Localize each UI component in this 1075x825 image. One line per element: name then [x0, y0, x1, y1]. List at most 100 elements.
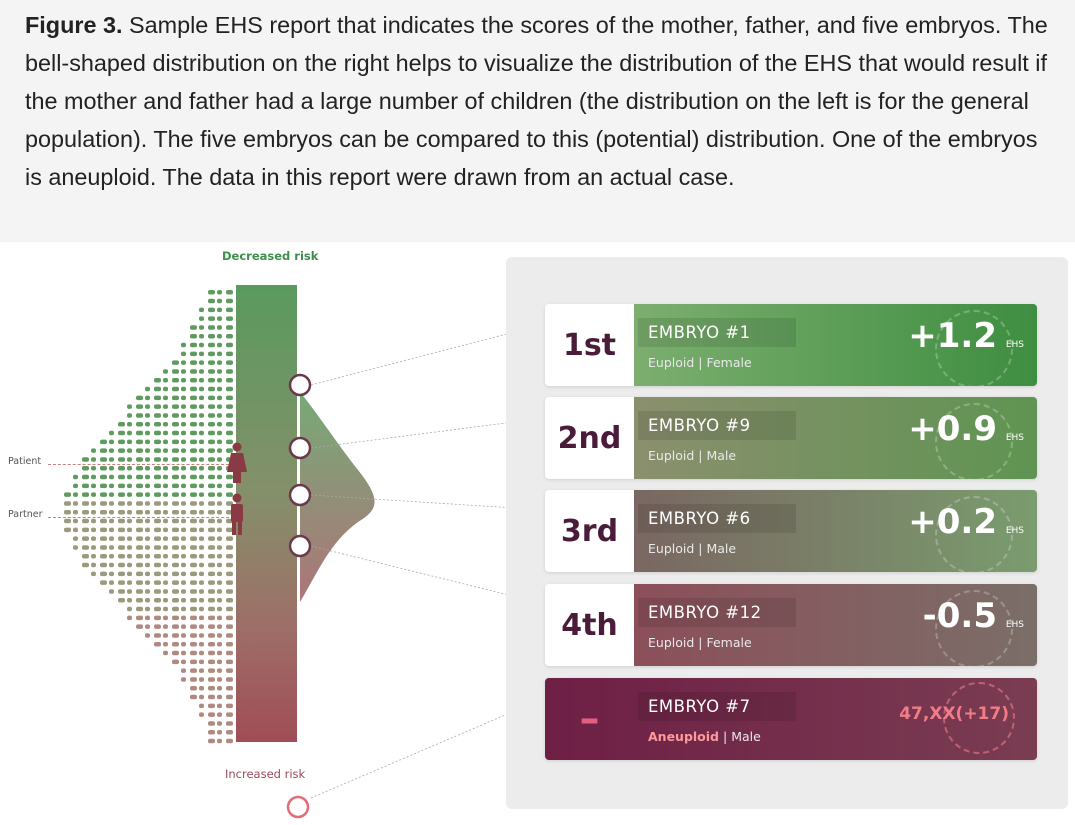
population-person-mark — [172, 598, 179, 603]
partner-icon — [231, 493, 243, 535]
population-person-mark — [208, 422, 215, 427]
population-person-mark — [172, 501, 179, 506]
population-person-mark — [190, 483, 197, 489]
population-person-mark — [127, 422, 132, 427]
embryo-sex: Female — [706, 355, 752, 370]
population-person-mark — [208, 316, 215, 321]
population-person-mark — [145, 545, 150, 550]
population-person-mark — [91, 457, 96, 462]
population-person-mark — [145, 386, 150, 392]
rank-badge: 1st — [545, 304, 634, 386]
population-person-mark — [172, 404, 179, 409]
population-person-mark — [217, 492, 222, 497]
population-person-mark — [109, 492, 114, 497]
population-person-mark — [190, 562, 197, 568]
population-person-mark — [190, 325, 197, 330]
population-person-mark — [217, 633, 222, 638]
population-person-mark — [217, 738, 222, 744]
population-person-mark — [208, 351, 215, 357]
population-person-mark — [109, 439, 114, 445]
embryo-markers — [286, 373, 312, 819]
population-person-mark — [136, 483, 143, 489]
population-person-mark — [217, 580, 222, 585]
population-person-mark — [181, 677, 186, 682]
population-person-mark — [109, 527, 114, 533]
population-person-mark — [163, 386, 168, 392]
population-person-mark — [226, 712, 233, 717]
population-person-mark — [172, 422, 179, 427]
population-person-mark — [136, 501, 143, 506]
population-person-mark — [208, 738, 215, 744]
population-person-mark — [226, 580, 233, 585]
population-person-mark — [163, 633, 168, 638]
population-person-mark — [217, 334, 222, 339]
population-person-mark — [154, 545, 161, 550]
population-person-mark — [136, 624, 143, 629]
population-person-mark — [145, 439, 150, 445]
population-person-mark — [226, 298, 233, 304]
population-person-mark — [208, 694, 215, 700]
population-person-mark — [208, 342, 215, 348]
population-person-mark — [118, 430, 125, 436]
population-person-mark — [217, 659, 222, 665]
population-person-mark — [181, 536, 186, 541]
population-person-mark — [163, 580, 168, 585]
population-person-mark — [163, 624, 168, 629]
population-distribution — [64, 290, 233, 744]
separator: | — [698, 635, 703, 650]
population-person-mark — [199, 712, 204, 717]
population-person-mark — [208, 562, 215, 568]
population-person-mark — [226, 589, 233, 594]
population-person-mark — [172, 606, 179, 612]
population-person-mark — [208, 730, 215, 735]
population-person-mark — [163, 642, 168, 647]
population-person-mark — [145, 413, 150, 418]
population-person-mark — [136, 413, 143, 418]
population-person-mark — [145, 466, 150, 471]
population-person-mark — [208, 598, 215, 603]
population-person-mark — [199, 694, 204, 700]
population-person-mark — [190, 518, 197, 524]
ehs-unit: EHS — [1005, 433, 1024, 443]
population-person-mark — [154, 589, 161, 594]
population-person-mark — [217, 298, 222, 304]
population-person-mark — [226, 474, 233, 480]
population-person-mark — [64, 492, 71, 497]
population-person-mark — [199, 448, 204, 453]
population-person-mark — [136, 606, 143, 612]
population-person-mark — [226, 571, 233, 577]
caption-label: Figure 3. — [25, 12, 123, 38]
population-person-mark — [208, 378, 215, 383]
population-person-mark — [172, 466, 179, 471]
population-person-mark — [82, 501, 89, 506]
population-person-mark — [136, 448, 143, 453]
population-person-mark — [226, 730, 233, 735]
population-person-mark — [100, 466, 107, 471]
population-person-mark — [190, 448, 197, 453]
population-person-mark — [145, 606, 150, 612]
population-person-mark — [217, 369, 222, 374]
population-person-mark — [208, 298, 215, 304]
population-person-mark — [190, 571, 197, 577]
population-person-mark — [190, 615, 197, 621]
population-person-mark — [199, 659, 204, 665]
population-person-mark — [217, 668, 222, 673]
population-person-mark — [64, 501, 71, 506]
population-person-mark — [127, 554, 132, 559]
population-person-mark — [64, 518, 71, 524]
population-person-mark — [91, 466, 96, 471]
risk-gradient-bar — [236, 285, 297, 742]
population-person-mark — [136, 562, 143, 568]
population-person-mark — [199, 492, 204, 497]
population-person-mark — [190, 386, 197, 392]
population-person-mark — [208, 677, 215, 682]
population-person-mark — [226, 386, 233, 392]
rank-badge: 4th — [545, 584, 634, 666]
population-person-mark — [127, 518, 132, 524]
population-person-mark — [217, 378, 222, 383]
population-person-mark — [208, 510, 215, 515]
population-person-mark — [163, 395, 168, 401]
population-person-mark — [226, 642, 233, 647]
population-person-mark — [163, 474, 168, 480]
partner-marker-line — [48, 517, 234, 518]
